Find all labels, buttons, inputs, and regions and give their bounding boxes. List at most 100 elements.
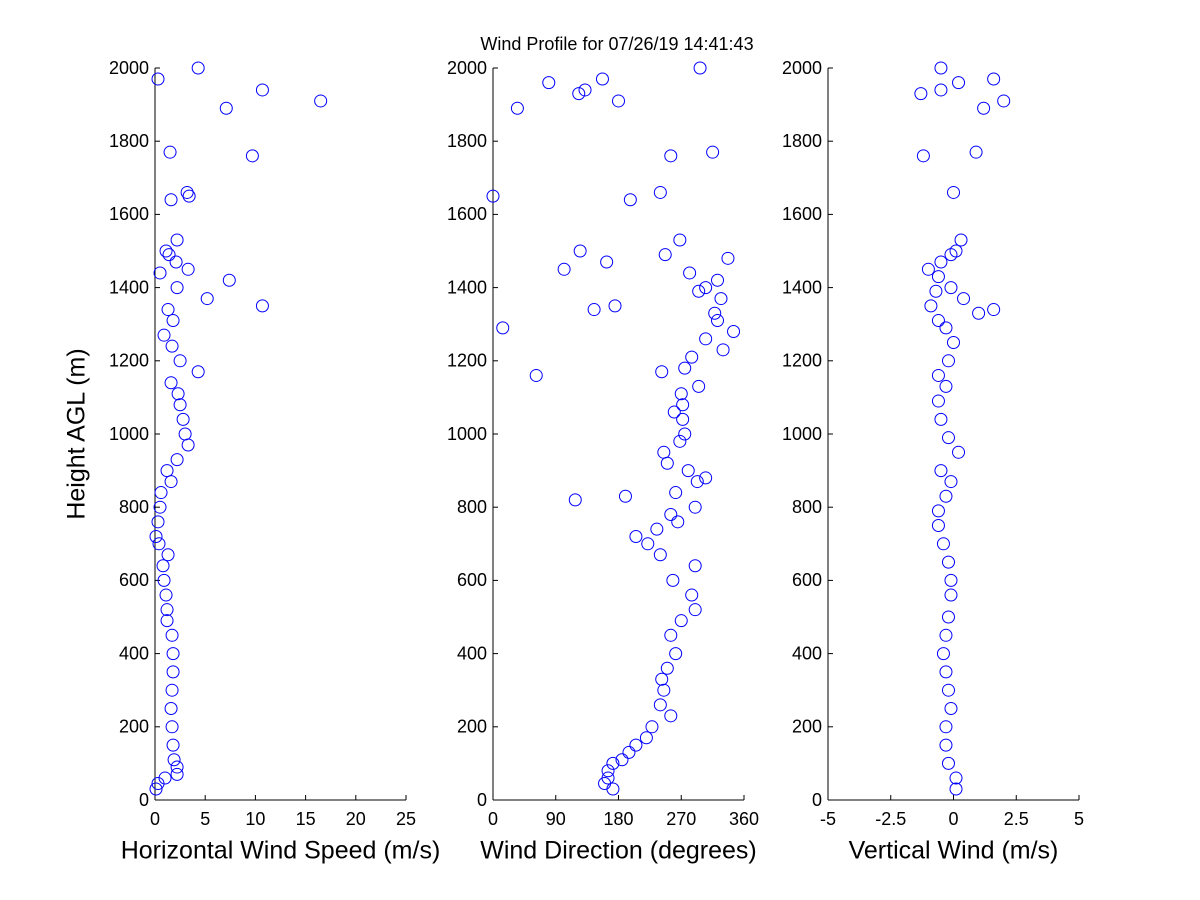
point [164, 475, 178, 489]
point [157, 573, 171, 587]
point [510, 101, 524, 115]
point [941, 354, 955, 368]
point [949, 244, 963, 258]
y-tick-label: 1200 [447, 351, 487, 371]
point [669, 486, 683, 500]
point [941, 683, 955, 697]
x-tick-label: 360 [729, 809, 759, 829]
point [653, 698, 667, 712]
point [944, 573, 958, 587]
point [166, 647, 180, 661]
point [664, 628, 678, 642]
point [711, 314, 725, 328]
point [165, 683, 179, 697]
point [916, 149, 930, 163]
point [181, 438, 195, 452]
point [160, 464, 174, 478]
point [931, 519, 945, 532]
point [947, 185, 960, 199]
point [699, 471, 713, 485]
y-tick-label: 0 [139, 790, 149, 810]
point [931, 394, 945, 408]
point [629, 738, 643, 752]
point [934, 412, 948, 426]
x-axis-label: Wind Direction (degrees) [480, 837, 757, 865]
y-tick-label: 2000 [782, 58, 822, 78]
point [153, 500, 167, 514]
point [688, 500, 702, 514]
y-tick-label: 400 [457, 643, 487, 663]
y-tick-label: 0 [812, 790, 822, 810]
point [182, 189, 196, 203]
point [944, 702, 958, 715]
point [601, 764, 615, 778]
x-tick-label: 5 [1074, 809, 1084, 829]
point [245, 149, 259, 163]
point [165, 720, 179, 734]
point [149, 782, 163, 796]
point [931, 314, 945, 328]
point [601, 771, 615, 785]
y-tick-label: 0 [477, 790, 487, 810]
y-tick-label: 1000 [782, 424, 822, 444]
point [921, 262, 935, 276]
x-tick-label: -5 [820, 809, 836, 829]
point [944, 588, 958, 602]
point [939, 321, 953, 335]
point [170, 233, 184, 247]
y-tick-label: 1600 [447, 204, 487, 224]
point [688, 603, 702, 617]
point [929, 284, 943, 298]
y-tick-label: 400 [119, 643, 149, 663]
point [255, 83, 269, 97]
point [997, 94, 1011, 108]
point [944, 281, 958, 295]
point [173, 354, 187, 368]
y-tick-label: 1000 [109, 424, 149, 444]
x-tick-label: 5 [200, 809, 210, 829]
x-tick-label: 2.5 [1004, 809, 1029, 829]
x-tick-label: -2.5 [875, 809, 906, 829]
x-tick-label: 25 [396, 809, 416, 829]
point [160, 614, 174, 628]
y-tick-label: 800 [792, 497, 822, 517]
point [151, 72, 165, 86]
point [708, 306, 722, 320]
point [931, 504, 945, 518]
y-tick-label: 1800 [447, 131, 487, 151]
point [163, 145, 177, 159]
point [180, 185, 194, 199]
point [931, 368, 945, 382]
point [578, 83, 592, 97]
point [671, 515, 685, 529]
point [645, 720, 659, 734]
point [170, 760, 184, 774]
point [939, 720, 953, 734]
point [673, 233, 687, 247]
point [158, 771, 172, 785]
point [166, 738, 180, 752]
point [618, 489, 632, 503]
point [939, 489, 953, 503]
point [542, 76, 556, 90]
point [941, 756, 955, 770]
y-tick-label: 1200 [782, 351, 822, 371]
y-tick-label: 800 [457, 497, 487, 517]
point [161, 303, 175, 317]
x-tick-label: 0 [948, 809, 958, 829]
point [529, 368, 543, 382]
point [727, 325, 741, 339]
point [568, 493, 582, 507]
point [622, 745, 636, 759]
point [612, 94, 625, 108]
point [676, 412, 690, 426]
point [255, 299, 269, 313]
point [678, 361, 692, 375]
y-tick-label: 1600 [782, 204, 822, 224]
point [151, 515, 165, 529]
point [987, 303, 1001, 317]
point [667, 405, 681, 419]
point [615, 753, 629, 767]
point [674, 387, 688, 401]
